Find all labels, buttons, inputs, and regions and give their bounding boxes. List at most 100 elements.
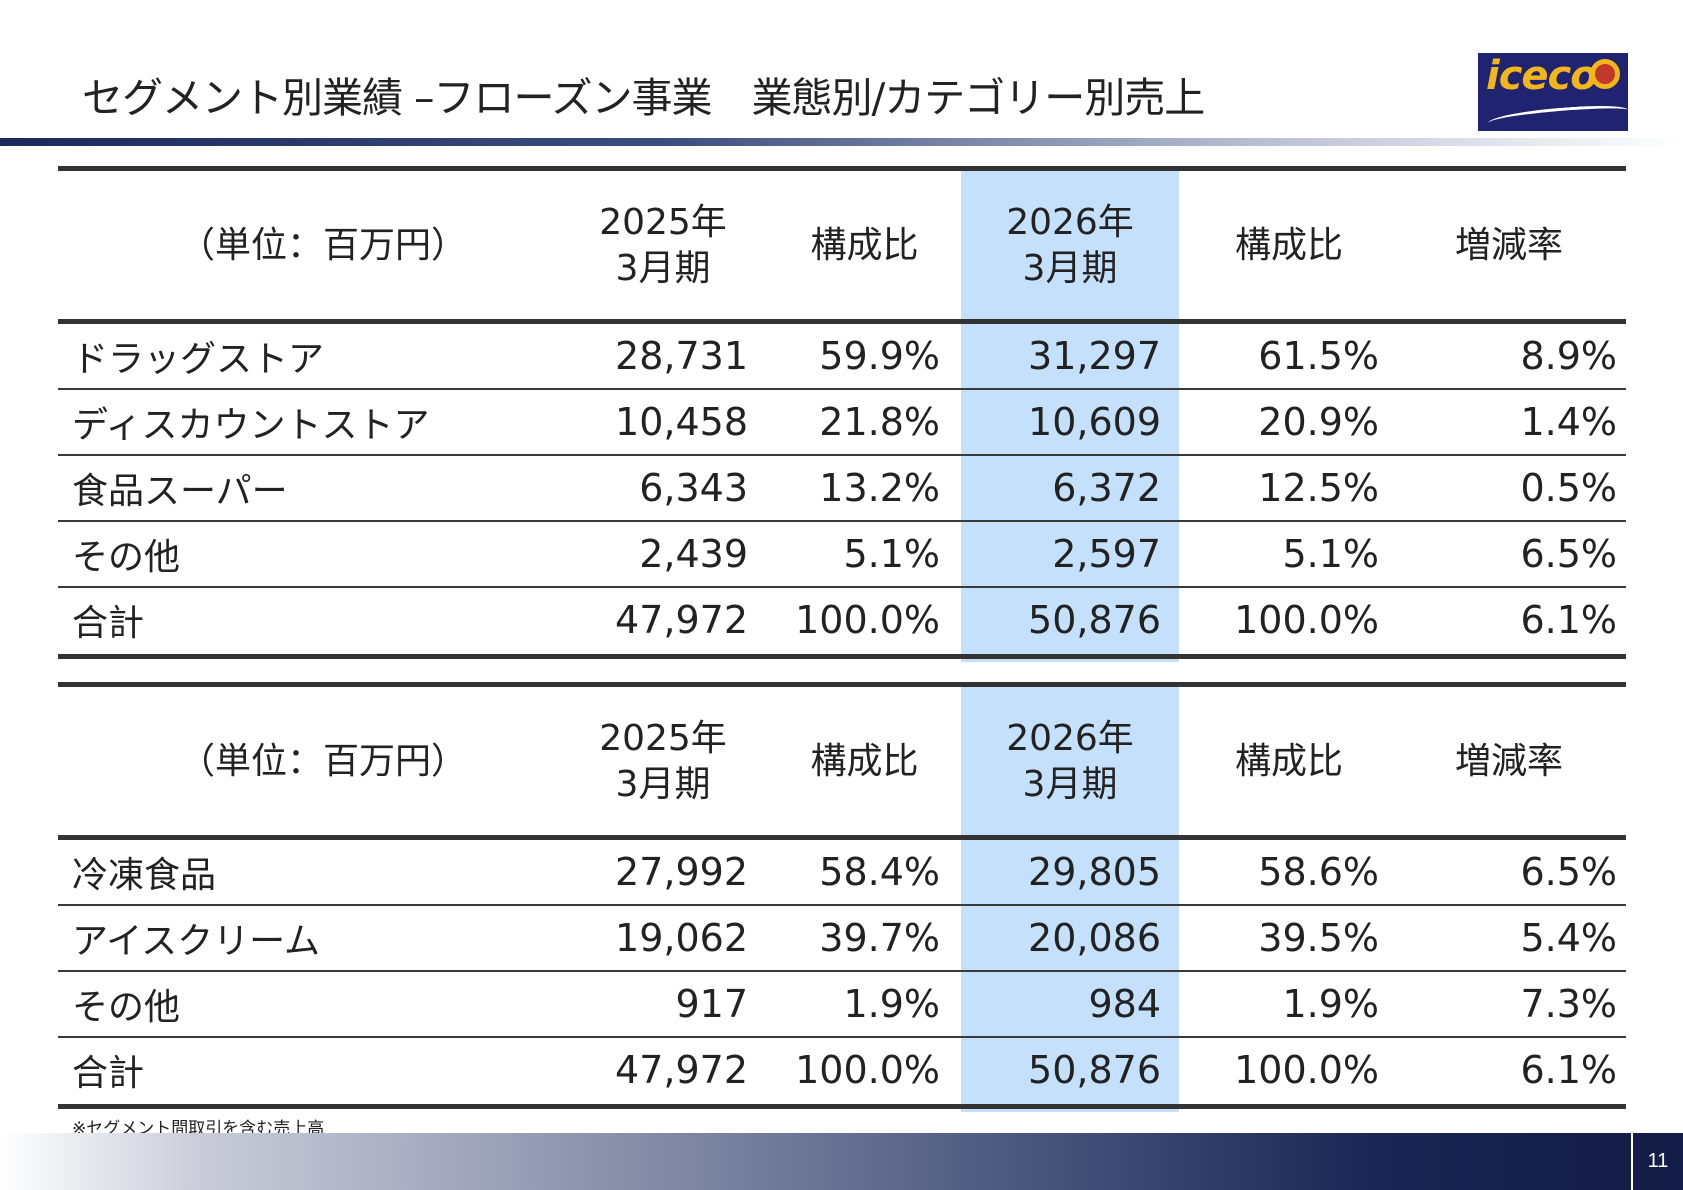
page-number: 11 xyxy=(1631,1133,1683,1190)
highlight-column-fy2026 xyxy=(961,682,1179,1112)
header-fy2026-year: 2026年 xyxy=(1006,202,1134,243)
row-label: 合計 xyxy=(72,1053,145,1094)
row-divider xyxy=(58,520,1626,522)
ratio-2026: 100.0% xyxy=(1234,598,1379,642)
row-label: ドラッグストア xyxy=(72,339,325,380)
header-ratio-2026: 構成比 xyxy=(1234,741,1343,782)
change-rate: 5.4% xyxy=(1520,916,1617,960)
ratio-2026: 12.5% xyxy=(1258,466,1379,510)
ratio-2025: 58.4% xyxy=(819,850,940,894)
table-header: （単位：百万円） 2025年 3月期 構成比 2026年 3月期 構成比 増減率 xyxy=(58,171,1626,321)
ratio-2025: 39.7% xyxy=(819,916,940,960)
row-divider xyxy=(58,970,1626,972)
value-2025: 47,972 xyxy=(615,1048,748,1092)
ratio-2025: 100.0% xyxy=(795,1048,940,1092)
value-2026: 20,086 xyxy=(1028,916,1161,960)
change-rate: 6.5% xyxy=(1520,850,1617,894)
header-fy2025: 2025年 3月期 xyxy=(558,171,768,321)
header-fy2025: 2025年 3月期 xyxy=(558,687,768,837)
ratio-2026: 20.9% xyxy=(1258,400,1379,444)
footer-bar xyxy=(0,1133,1683,1190)
header-fy2025-year: 2025年 xyxy=(599,202,727,243)
table-row: アイスクリーム 19,062 39.7% 20,086 39.5% 5.4% xyxy=(58,906,1626,970)
row-divider xyxy=(58,904,1626,906)
value-2025: 6,343 xyxy=(639,466,748,510)
table-bottom-rule xyxy=(58,1104,1626,1109)
change-rate: 0.5% xyxy=(1520,466,1617,510)
header-ratio-2025: 構成比 xyxy=(810,225,919,266)
value-2025: 2,439 xyxy=(639,532,748,576)
header-change-rate: 増減率 xyxy=(1454,225,1563,266)
value-2025: 28,731 xyxy=(615,334,748,378)
row-label: 冷凍食品 xyxy=(72,855,217,896)
ratio-2026: 100.0% xyxy=(1234,1048,1379,1092)
value-2026: 2,597 xyxy=(1052,532,1161,576)
logo-wave-icon xyxy=(1487,103,1628,130)
unit-label: （単位：百万円） xyxy=(178,741,467,782)
table-top-rule xyxy=(58,682,1626,687)
value-2026: 6,372 xyxy=(1052,466,1161,510)
table-row: 冷凍食品 27,992 58.4% 29,805 58.6% 6.5% xyxy=(58,840,1626,904)
header-bottom-rule xyxy=(58,319,1626,324)
ratio-2026: 5.1% xyxy=(1282,532,1379,576)
title-underline-bar xyxy=(0,138,1683,146)
header-ratio-2026: 構成比 xyxy=(1234,225,1343,266)
change-rate: 6.1% xyxy=(1520,1048,1617,1092)
row-divider xyxy=(58,454,1626,456)
sales-by-category-table: （単位：百万円） 2025年 3月期 構成比 2026年 3月期 構成比 増減率… xyxy=(58,682,1626,1112)
table-row-total: 合計 47,972 100.0% 50,876 100.0% 6.1% xyxy=(58,588,1626,652)
table-row: ドラッグストア 28,731 59.9% 31,297 61.5% 8.9% xyxy=(58,324,1626,388)
logo-ring-icon xyxy=(1590,59,1620,89)
value-2025: 47,972 xyxy=(615,598,748,642)
table-row-total: 合計 47,972 100.0% 50,876 100.0% 6.1% xyxy=(58,1038,1626,1102)
ratio-2025: 13.2% xyxy=(819,466,940,510)
table-top-rule xyxy=(58,166,1626,171)
value-2025: 917 xyxy=(675,982,748,1026)
value-2025: 19,062 xyxy=(615,916,748,960)
ratio-2025: 1.9% xyxy=(843,982,940,1026)
change-rate: 8.9% xyxy=(1520,334,1617,378)
change-rate: 1.4% xyxy=(1520,400,1617,444)
value-2025: 10,458 xyxy=(615,400,748,444)
row-divider xyxy=(58,388,1626,390)
header-fy2026: 2026年 3月期 xyxy=(961,171,1179,321)
ratio-2026: 61.5% xyxy=(1258,334,1379,378)
row-divider xyxy=(58,586,1626,588)
header-fy2026-year: 2026年 xyxy=(1006,718,1134,759)
ratio-2025: 5.1% xyxy=(843,532,940,576)
change-rate: 7.3% xyxy=(1520,982,1617,1026)
ratio-2026: 58.6% xyxy=(1258,850,1379,894)
header-change-rate: 増減率 xyxy=(1454,741,1563,782)
table-header: （単位：百万円） 2025年 3月期 構成比 2026年 3月期 構成比 増減率 xyxy=(58,687,1626,837)
header-fy2025-period: 3月期 xyxy=(615,764,711,805)
value-2026: 984 xyxy=(1088,982,1161,1026)
value-2026: 50,876 xyxy=(1028,598,1161,642)
ratio-2025: 100.0% xyxy=(795,598,940,642)
row-label: その他 xyxy=(72,987,181,1028)
table-row: その他 917 1.9% 984 1.9% 7.3% xyxy=(58,972,1626,1036)
change-rate: 6.1% xyxy=(1520,598,1617,642)
row-label: ディスカウントストア xyxy=(72,405,430,446)
value-2026: 10,609 xyxy=(1028,400,1161,444)
header-bottom-rule xyxy=(58,835,1626,840)
change-rate: 6.5% xyxy=(1520,532,1617,576)
value-2025: 27,992 xyxy=(615,850,748,894)
unit-label: （単位：百万円） xyxy=(178,225,467,266)
ratio-2025: 21.8% xyxy=(819,400,940,444)
page-title: セグメント別業績 –フローズン事業 業態別/カテゴリー別売上 xyxy=(82,74,1205,122)
value-2026: 29,805 xyxy=(1028,850,1161,894)
header-fy2026: 2026年 3月期 xyxy=(961,687,1179,837)
value-2026: 31,297 xyxy=(1028,334,1161,378)
row-label: 合計 xyxy=(72,603,145,644)
header-ratio-2025: 構成比 xyxy=(810,741,919,782)
row-label: アイスクリーム xyxy=(72,921,321,962)
logo-text: iceco xyxy=(1486,53,1598,99)
table-bottom-rule xyxy=(58,654,1626,659)
ratio-2025: 59.9% xyxy=(819,334,940,378)
company-logo: iceco xyxy=(1478,53,1628,131)
ratio-2026: 1.9% xyxy=(1282,982,1379,1026)
header-fy2025-period: 3月期 xyxy=(615,248,711,289)
header-fy2026-period: 3月期 xyxy=(1022,764,1118,805)
sales-by-channel-table: （単位：百万円） 2025年 3月期 構成比 2026年 3月期 構成比 増減率… xyxy=(58,166,1626,662)
ratio-2026: 39.5% xyxy=(1258,916,1379,960)
